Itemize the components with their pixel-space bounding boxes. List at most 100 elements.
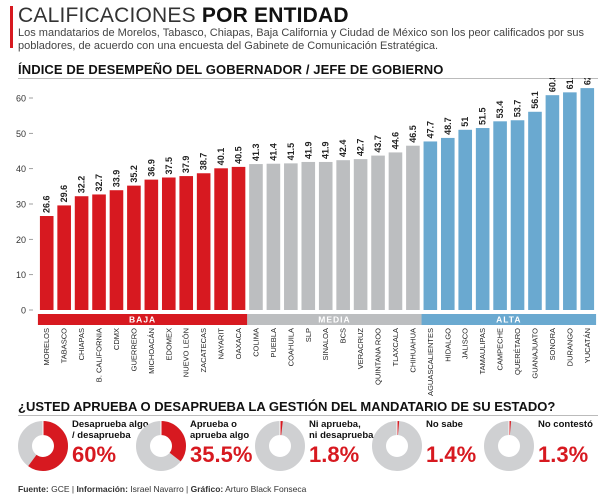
category-label: TAMAULIPAS (478, 328, 487, 374)
survey-item: No sabe 1.4% (372, 417, 490, 477)
survey-label: Aprueba o aprueba algo (190, 419, 249, 441)
category-label: ZACATECAS (199, 328, 208, 372)
bar-oaxaca (231, 166, 246, 310)
category-label: QUERÉTARO (513, 328, 522, 375)
bar-edomex (161, 177, 176, 310)
y-tick-label: 50 (16, 129, 26, 139)
bar-nayarit (214, 168, 228, 310)
category-label: B. CALIFORNIA (95, 328, 104, 382)
bar-tabasco (57, 205, 71, 310)
category-label: PUEBLA (269, 328, 278, 358)
bar-jalisco (458, 129, 473, 310)
bar-value-label: 51 (460, 117, 470, 127)
bar-value-label: 53.4 (495, 101, 505, 119)
footer-info-label: Información: (76, 484, 128, 494)
donut-chart (255, 421, 305, 471)
survey-percent: 60% (72, 442, 117, 467)
bar-value-label: 32.2 (77, 176, 87, 194)
y-tick-label: 40 (16, 164, 26, 174)
category-label: SINALOA (321, 328, 330, 361)
category-label: CDMX (112, 328, 121, 350)
bar-colima (249, 164, 263, 310)
bar-value-label: 35.2 (129, 165, 139, 183)
survey-percent: 1.4% (426, 442, 477, 467)
bar-guerrero (127, 185, 141, 310)
bar-puebla (266, 163, 281, 310)
bar-chihuahua (406, 145, 420, 310)
bar-value-label: 41.5 (286, 143, 296, 161)
intro-text: Los mandatarios de Morelos, Tabasco, Chi… (18, 27, 584, 52)
category-label: GUERRERO (129, 328, 138, 372)
bar-value-label: 60.8 (547, 78, 557, 92)
bar-cdmx (109, 190, 124, 310)
bar-value-label: 38.7 (199, 153, 209, 171)
bar-value-label: 53.7 (513, 100, 523, 118)
bar-value-label: 29.6 (59, 185, 69, 203)
footer-source: GCE (51, 484, 70, 494)
survey-item: Ni aprueba, ni desaprueba 1.8% (255, 417, 373, 477)
category-label: SONORA (548, 328, 557, 361)
group-label-alta: ALTA (496, 315, 521, 325)
category-label: JALISCO (461, 328, 470, 359)
category-label: NAYARIT (217, 328, 226, 360)
survey-label-line2: / desaprueba (72, 430, 131, 441)
donut-chart (484, 421, 534, 471)
category-label: COAHUILA (286, 328, 295, 366)
survey-label-line2: ni desaprueba (309, 430, 374, 441)
category-label: QUINTANA ROO (374, 328, 383, 385)
footer-graphic: Arturo Black Fonseca (225, 484, 307, 494)
donut-chart (136, 421, 186, 471)
bar-value-label: 44.6 (390, 132, 400, 150)
bar-coahuila (284, 163, 298, 310)
category-label: COLIMA (251, 328, 260, 357)
bar-b-california (92, 194, 106, 310)
bar-value-label: 43.7 (373, 135, 383, 153)
bar-morelos (39, 216, 54, 310)
bar-michoac-n (144, 179, 159, 310)
group-band-baja (37, 314, 248, 325)
category-label: MORELOS (42, 328, 51, 366)
survey-label-line1: Aprueba o (190, 419, 237, 430)
survey-title-divider (18, 415, 598, 416)
category-label: BCS (339, 328, 348, 343)
bar-value-label: 47.7 (425, 121, 435, 139)
bar-aguascalientes (423, 141, 438, 310)
title-light: CALIFICACIONES (18, 4, 196, 27)
group-band-media (247, 314, 422, 325)
bar-quintana-roo (371, 155, 385, 310)
group-label-baja: BAJA (129, 315, 156, 325)
footer-graphic-label: Gráfico: (190, 484, 224, 494)
bar-value-label: 37.9 (181, 156, 191, 174)
chart-title-divider (18, 78, 598, 79)
bar-value-label: 51.5 (478, 108, 488, 126)
y-tick-label: 30 (16, 200, 26, 210)
bar-value-label: 46.5 (408, 125, 418, 143)
performance-bar-chart: 0 10 20 30 40 50 60 26.6 29.6 32.2 32.7 33.9 35.2 36.… (16, 78, 597, 396)
survey-label-line1: No contestó (538, 419, 593, 430)
bar-value-label: 48.7 (443, 117, 453, 135)
bar-tlaxcala (388, 152, 403, 310)
survey-label: Desaprueba algo / desaprueba (72, 419, 149, 441)
title-accent-bar (10, 6, 13, 48)
bar-tamaulipas (475, 128, 490, 310)
bar-value-label: 41.9 (321, 141, 331, 159)
category-label: SLP (304, 328, 313, 342)
bar-value-label: 40.5 (234, 146, 244, 164)
category-label: OAXACA (234, 328, 243, 359)
survey-label-line1: Ni aprueba, (309, 419, 361, 430)
survey-item: No contestó 1.3% (484, 417, 602, 477)
y-tick-label: 0 (21, 306, 26, 316)
bar-value-label: 56.1 (530, 91, 540, 109)
bar-zacatecas (196, 173, 211, 310)
group-label-media: MEDIA (318, 315, 350, 325)
category-label: MICHOACÁN (147, 328, 156, 374)
category-label: EDOMEX (164, 328, 173, 361)
category-label: CHIHUAHUA (408, 328, 417, 373)
survey-percent: 1.8% (309, 442, 360, 467)
bar-value-label: 37.5 (164, 157, 174, 175)
bar-value-label: 33.9 (111, 170, 121, 188)
y-tick-label: 20 (16, 235, 26, 245)
y-tick-label: 10 (16, 270, 26, 280)
bar-campeche (493, 121, 507, 310)
